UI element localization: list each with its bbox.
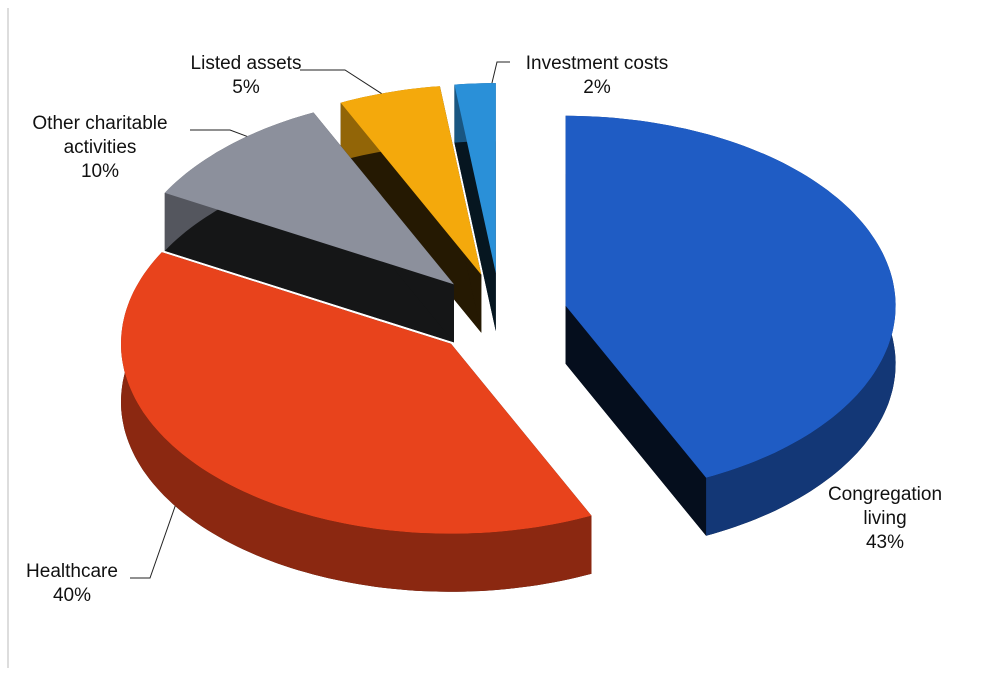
data-label: Congregation living 43% <box>795 483 975 555</box>
slice-wall <box>454 84 496 332</box>
category-label: Investment costs <box>525 53 669 74</box>
value-label: 10% <box>80 161 120 182</box>
data-label: Investment costs 2% <box>507 52 687 100</box>
category-label: Other charitable activities <box>32 113 168 158</box>
leader-line <box>130 477 186 579</box>
value-label: 40% <box>52 585 92 606</box>
value-label: 5% <box>232 77 260 98</box>
category-label: Congregation living <box>827 484 943 529</box>
slice-wall <box>164 192 455 343</box>
data-label: Healthcare 40% <box>0 560 162 608</box>
slice-side <box>121 252 592 592</box>
slice <box>454 83 496 274</box>
value-label: 43% <box>865 532 905 553</box>
slice <box>565 115 896 478</box>
slice <box>164 112 455 285</box>
data-label: Other charitable activities 10% <box>10 112 190 184</box>
category-label: Listed assets <box>190 53 302 74</box>
slice-wall <box>565 305 707 536</box>
category-label: Healthcare <box>26 561 118 582</box>
slice <box>121 252 592 534</box>
data-label: Listed assets 5% <box>156 52 336 100</box>
value-label: 2% <box>583 77 611 98</box>
slice <box>340 86 482 275</box>
